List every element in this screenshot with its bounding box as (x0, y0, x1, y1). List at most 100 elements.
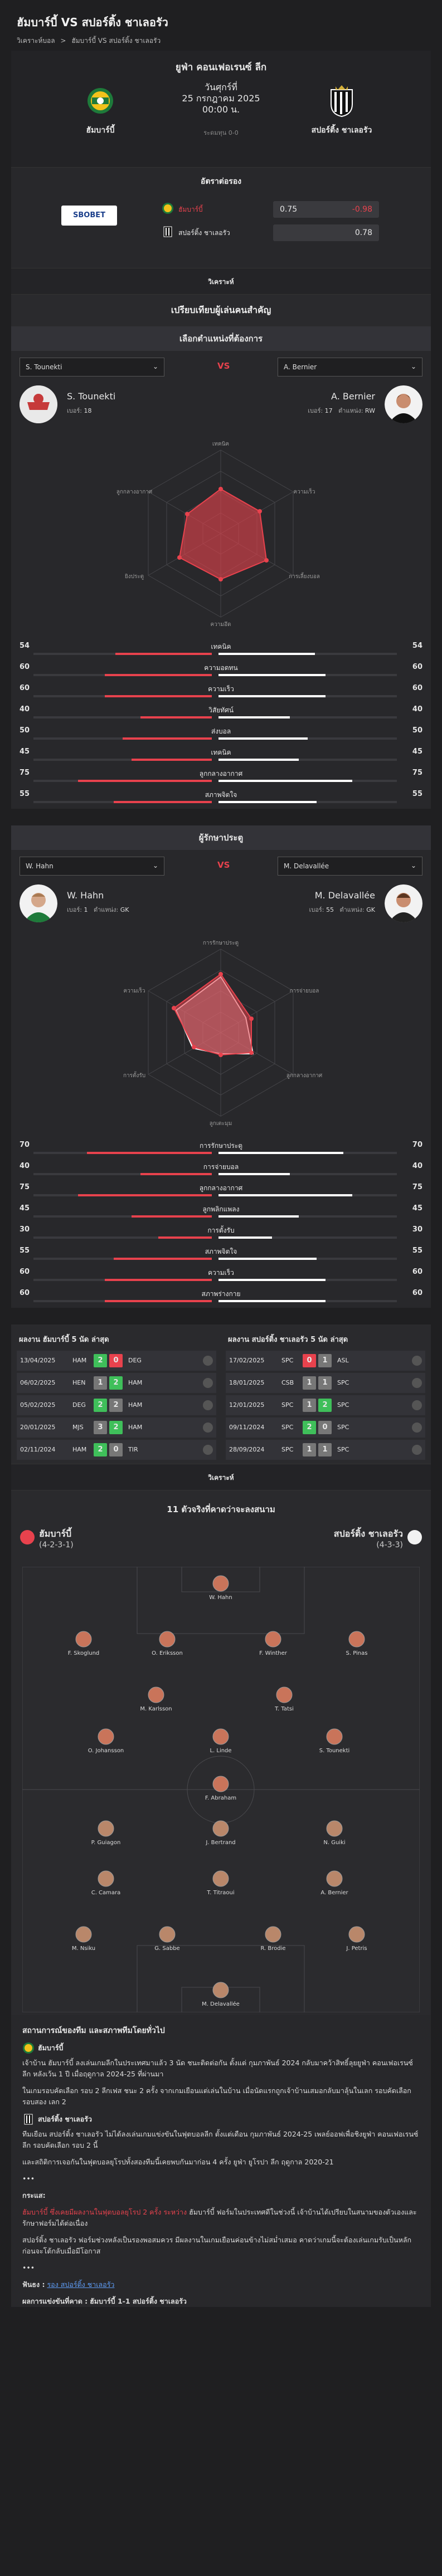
compare-2-right-select[interactable]: M. Delavallée ⌄ (278, 857, 422, 876)
pick-value[interactable]: รอง สปอร์ติ้ง ชาเลอรัว (47, 2280, 115, 2289)
player-avatar-icon (276, 1687, 293, 1703)
away-player[interactable]: P. Guiagon (91, 1820, 121, 1846)
lineup-home-name: ฮัมบาร์บี้ (39, 1528, 72, 1539)
stat-label: การรักษาประตู (199, 1142, 243, 1150)
home-player[interactable]: M. Karlsson (140, 1687, 172, 1712)
left-player-name: S. Tounekti (67, 391, 116, 402)
away-player[interactable]: A. Bernier (320, 1870, 349, 1896)
stat-bar-left (158, 1236, 212, 1239)
away-player[interactable]: M. Nsiku (72, 1926, 95, 1952)
player-name: O. Johansson (88, 1748, 124, 1754)
news-home-p2: ในเกมรอบคัดเลือก รอบ 2 ลีกเฟส ชนะ 2 ครั้… (22, 2086, 411, 2106)
compare-2-left-select[interactable]: W. Hahn ⌄ (20, 857, 164, 876)
home-team[interactable]: ฮัมบาร์บี้ (61, 84, 139, 136)
form-row[interactable]: 12/01/2025 SPC 1 2 SPC (226, 1395, 425, 1415)
odds-heading: อัตราต่อรอง (200, 177, 242, 186)
away-player[interactable]: M. Delavallée (202, 1982, 240, 2007)
opponent-crest-icon (203, 1356, 213, 1366)
opponent-crest-icon (412, 1445, 422, 1455)
away-player[interactable]: C. Camara (91, 1870, 121, 1896)
stat-right-value: 45 (412, 747, 422, 756)
stat-bar-left (105, 1300, 212, 1302)
stat-right-value: 45 (412, 1204, 422, 1213)
form-row[interactable]: 17/02/2025 SPC 0 1 ASL (226, 1351, 425, 1371)
form-row[interactable]: 20/01/2025 MJS 3 2 HAM (17, 1417, 216, 1438)
home-player[interactable]: F. Skoglund (68, 1631, 100, 1656)
home-player[interactable]: O. Eriksson (152, 1631, 183, 1656)
home-player[interactable]: F. Winther (259, 1631, 288, 1656)
away-team-name: สปอร์ติ้ง ชาเลอรัว (311, 126, 372, 135)
player-compare-2: ผู้รักษาประตู W. Hahn ⌄ VS M. Delavallée ⌄… (11, 825, 431, 1308)
stat-right-value: 40 (412, 705, 422, 713)
home-player[interactable]: S. Tounekti (319, 1728, 350, 1754)
away-mini-crest-icon (24, 2114, 33, 2125)
stat-row: 55 สภาพจิตใจ 55 (11, 1244, 431, 1265)
form-row[interactable]: 18/01/2025 CSB 1 1 SPC (226, 1373, 425, 1393)
away-player[interactable]: J. Bertrand (205, 1820, 236, 1846)
form-row[interactable]: 05/02/2025 DEG 2 2 HAM (17, 1395, 216, 1415)
home-player[interactable]: W. Hahn (209, 1575, 232, 1601)
form-team: CSB (281, 1379, 294, 1386)
stat-row: 60 สภาพร่างกาย 60 (11, 1287, 431, 1308)
right-player-avatar (385, 385, 422, 423)
form-date: 02/11/2024 (20, 1446, 56, 1453)
stat-bar-track (218, 759, 397, 761)
home-player[interactable]: O. Johansson (88, 1728, 124, 1754)
radar-chart: การรักษาประตู การจ่ายบอล ลูกกลางอากาศ ลู… (123, 940, 323, 1127)
player-name: F. Skoglund (68, 1650, 100, 1656)
compare-1-cards: S. Tounekti เบอร์: 18 A. Bernier เบอร์: … (11, 383, 431, 428)
form-opponent: HAM (128, 1401, 143, 1409)
stat-label: ความเร็ว (208, 685, 234, 693)
form-row[interactable]: 02/11/2024 HAM 2 0 TIR (17, 1440, 216, 1460)
home-player[interactable]: L. Linde (210, 1728, 232, 1754)
stat-row: 60 ความเร็ว 60 (11, 682, 431, 703)
away-player[interactable]: N. Guiki (323, 1820, 346, 1846)
compare-2-subhead: ผู้รักษาประตู (11, 825, 431, 850)
odds-away-value: 0.78 (354, 228, 372, 237)
stat-row: 75 ลูกกลางอากาศ 75 (11, 1181, 431, 1202)
away-player[interactable]: R. Brodie (260, 1926, 286, 1952)
form-score-away: 2 (109, 1421, 123, 1434)
away-team[interactable]: สปอร์ติ้ง ชาเลอรัว (303, 84, 381, 136)
num-label: เบอร์: (309, 906, 324, 913)
player-name: G. Sabbe (154, 1946, 179, 1952)
home-player[interactable]: F. Abraham (205, 1776, 236, 1801)
compare-2-radar: การรักษาประตู การจ่ายบอล ลูกกลางอากาศ ลู… (11, 927, 431, 1138)
home-mini-crest-icon (162, 203, 173, 214)
stat-left-value: 45 (20, 747, 30, 756)
stat-bar-left (115, 653, 212, 655)
form-row[interactable]: 09/11/2024 SPC 2 0 SPC (226, 1417, 425, 1438)
form-score-away: 1 (318, 1376, 332, 1390)
form-row[interactable]: 06/02/2025 HEN 1 2 HAM (17, 1373, 216, 1393)
breadcrumb-home-link[interactable]: วิเคราะห์บอล (17, 37, 55, 45)
num-value: 55 (326, 906, 334, 913)
form-row[interactable]: 28/09/2024 SPC 1 1 SPC (226, 1440, 425, 1460)
form-team: MJS (72, 1424, 84, 1431)
stat-right-value: 70 (412, 1141, 422, 1149)
compare-1-left-select[interactable]: S. Tounekti ⌄ (20, 358, 164, 377)
home-player[interactable]: T. Tatsi (274, 1687, 294, 1712)
away-player[interactable]: G. Sabbe (154, 1926, 180, 1952)
stat-row: 30 การตั้งรับ 30 (11, 1223, 431, 1244)
home-player[interactable]: S. Pinas (346, 1631, 368, 1656)
form-score-away: 0 (318, 1421, 332, 1434)
match-date-text: 25 กรกฎาคม 2025 (182, 93, 260, 104)
stat-left-value: 60 (20, 1268, 30, 1276)
form-score-away: 0 (109, 1443, 123, 1456)
form-row[interactable]: 13/04/2025 HAM 2 0 DEG (17, 1351, 216, 1371)
player-name: W. Hahn (209, 1595, 232, 1601)
stat-label: สภาพจิตใจ (205, 1248, 237, 1255)
player-compare-1: เลือกตำแหน่งที่ต้องการ S. Tounekti ⌄ VS A… (11, 326, 431, 809)
away-player[interactable]: T. Titraoui (206, 1870, 235, 1896)
odds-home-box[interactable]: 0.75 -0.98 (273, 201, 379, 218)
odds-away-box[interactable]: 0.78 (273, 224, 379, 241)
bookmaker-logo[interactable]: SBOBET (61, 206, 117, 226)
away-mini-crest-icon (163, 226, 172, 237)
radar-label: การตั้งรับ (123, 1071, 145, 1079)
compare-1-right-select[interactable]: A. Bernier ⌄ (278, 358, 422, 377)
player-name: S. Pinas (346, 1650, 368, 1656)
away-player[interactable]: J. Petris (346, 1926, 367, 1952)
opponent-crest-icon (412, 1356, 422, 1366)
stat-left-value: 45 (20, 1204, 30, 1213)
player-avatar-icon (348, 1631, 365, 1648)
